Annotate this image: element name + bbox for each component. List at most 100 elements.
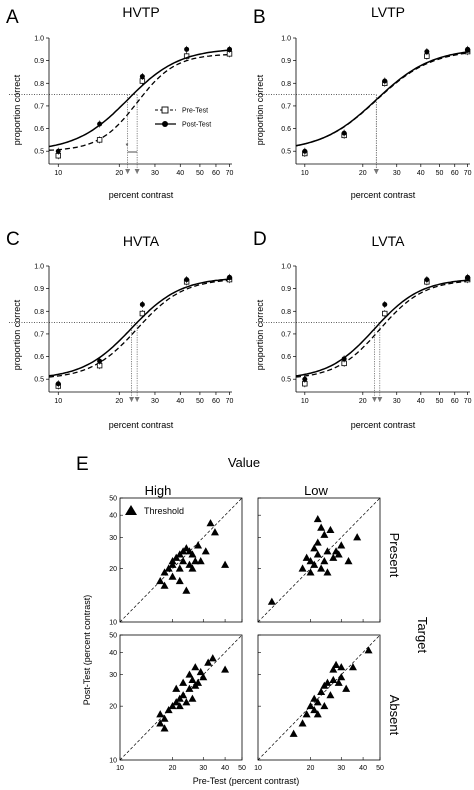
panel-a-xtick-label: 10 [54,170,62,177]
e-low-present-threshold-point [323,547,332,555]
panel-d-ytick-label: 0.6 [281,354,291,361]
e-low-absent-threshold-point [342,684,351,692]
e-low-present-threshold-point [337,541,346,549]
e-low-present-threshold-point [329,553,338,561]
e-low-absent-xtick-label: 50 [376,765,384,772]
legend-pre-label: Pre-Test [182,108,208,115]
e-low-present-threshold-point [326,525,335,534]
e-low-absent-threshold-point [302,710,311,718]
panel-letter-d: D [253,229,267,250]
panel-c-title: HVTA [123,233,160,249]
panel-b-post-point [341,130,347,136]
e-high-absent-threshold-point [188,675,197,684]
e-high-absent-frame [119,634,243,761]
e-high-absent-ytick-label: 20 [109,704,117,711]
e-legend: Threshold [125,505,184,516]
panel-a-post-point [97,121,103,127]
e-high-present-threshold-point [168,572,177,580]
panel-b-title: LVTP [371,4,405,20]
e-high-present-ytick-label: 50 [109,496,117,503]
e-low-absent-threshold-point [310,705,319,714]
panel-c-ytick-label: 1.0 [34,264,44,271]
panel-c-xtick-label: 30 [151,398,159,405]
panel-d-ytick-label: 1.0 [281,264,291,271]
e-low-absent-threshold-point [289,729,298,737]
panel-c-threshold-pre-arrow [134,397,140,402]
e-low-present-threshold-point [344,557,353,565]
e-low-present-threshold-point [334,550,343,558]
panel-a-post-point [139,73,145,79]
panel-d-ytick-label: 0.8 [281,309,291,316]
e-high-present-ytick-label: 30 [109,535,117,542]
panel-c-post-point [227,274,233,280]
panel-d-post-curve [295,279,471,377]
panel-c-ylabel: proportion correct [12,299,22,370]
e-high-present-plot: 10 20 30 40 50 [109,496,243,627]
e-low-absent-threshold-point [317,687,326,696]
e-low-present-threshold-point [323,568,332,576]
panel-letter-b: B [253,7,266,28]
panel-a-threshold-pre-arrow [134,169,140,174]
panel-b-post-curve [295,50,471,147]
panel-a-ytick-label: 0.8 [34,81,44,88]
significance-star: * [126,143,129,150]
e-high-present-threshold-point [156,576,165,585]
panel-d-xtick-label: 10 [301,398,309,405]
panel-b-xlabel: percent contrast [351,190,416,200]
e-low-present-threshold-point [317,523,326,531]
panel-d-ytick-label: 0.7 [281,331,291,338]
e-low-present-threshold-point [313,550,322,558]
panel-a-plot: 0.5 0.6 0.7 0.8 0.9 1.0 10 20 30 40 50 60 70 [9,36,234,177]
e-high-absent-ytick-label: 50 [109,633,117,640]
e-low-present-threshold-point [310,544,319,552]
panel-c-xtick-label: 20 [115,398,123,405]
panel-d-title: LVTA [372,233,406,249]
panel-d-ylabel: proportion correct [255,299,265,370]
e-low-absent-threshold-point [348,663,357,671]
e-high-absent-ytick-label: 10 [109,758,117,765]
e-high-present-ytick-label: 10 [109,620,117,627]
panel-d-xtick-label: 60 [451,398,459,405]
panel-c-xtick-label: 60 [212,398,220,405]
e-high-present-ytick-label: 20 [109,566,117,573]
panel-letter-e: E [76,454,89,475]
panel-d-xlabel: percent contrast [351,420,416,430]
panel-b-ytick-label: 0.5 [281,149,291,156]
panel-c-ytick-label: 0.5 [34,377,44,384]
e-low-present-threshold-point [298,564,307,572]
panel-c-plot: 0.5 0.6 0.7 0.8 0.9 1.0 10 20 30 40 50 60 70 [9,264,234,405]
panel-a-title: HVTP [122,4,159,20]
panel-c-xtick-label: 70 [226,398,234,405]
e-high-absent-threshold-point [179,678,188,686]
e-high-absent-ytick-label: 30 [109,672,117,679]
e-high-absent-xtick-label: 40 [221,765,229,772]
e-high-absent-threshold-point [175,701,184,710]
e-low-label: Low [304,483,328,498]
e-high-present-threshold-point [194,541,203,549]
e-high-absent-threshold-point [185,670,194,678]
panel-d-threshold-pre-arrow [377,397,383,402]
e-low-present-threshold-point [313,514,322,523]
panel-c-post-point [55,381,61,387]
e-legend-marker [125,505,137,515]
panel-b-xtick-label: 60 [451,170,459,177]
panel-a-xtick-label: 60 [212,170,220,177]
e-high-present-threshold-point [206,519,215,527]
panel-a-xtick-label: 30 [151,170,159,177]
e-high-present-threshold-point [188,564,197,572]
e-high-absent-threshold-point [172,698,181,706]
e-low-absent-threshold-point [320,701,329,710]
e-high-absent-threshold-point [164,705,173,714]
e-high-present-threshold-point [182,586,191,594]
e-high-absent-threshold-point [221,665,230,673]
panel-a-xlabel: percent contrast [109,190,174,200]
panel-a-threshold-post-arrow [125,169,131,174]
panel-a-xtick-label: 40 [176,170,184,177]
e-low-absent-threshold-point [306,701,315,710]
panel-b-ytick-label: 1.0 [281,36,291,43]
e-high-present-threshold-point [188,550,197,558]
panel-c-post-point [139,301,145,307]
panel-d-xtick-label: 70 [464,398,472,405]
panel-b-xtick-label: 20 [359,170,367,177]
